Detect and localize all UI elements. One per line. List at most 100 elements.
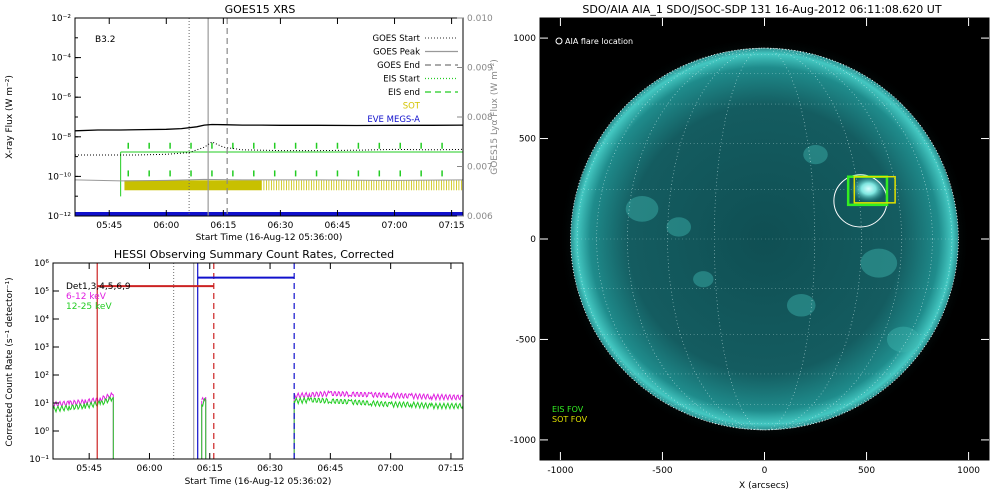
hessi-legend-label: Det1,3,4,5,6,9 xyxy=(66,282,131,292)
hessi-plot-area xyxy=(52,263,464,459)
hessi-ytick-label: 10¹ xyxy=(34,399,49,409)
goes-ylabel: X-ray Flux (W m⁻²) xyxy=(5,75,15,159)
goes-xtick-label: 07:15 xyxy=(439,221,465,231)
aia-active-region xyxy=(625,196,659,222)
goes-ytick-label: 10⁻² xyxy=(51,14,71,24)
aia-image xyxy=(558,36,971,442)
goes-panel: GOES15 XRS B3.2 GOES Start GOES Peak GOES … xyxy=(5,3,500,243)
aia-xtick-label: 1000 xyxy=(957,466,980,476)
hessi-panel: HESSI Observing Summary Count Rates, Cor… xyxy=(5,248,464,487)
goes-legend-label: EIS end xyxy=(388,88,420,98)
aia-axes: -1000 -500 0 500 1000 -1000 -500 0 500 1000 xyxy=(510,18,989,476)
aia-active-region xyxy=(886,326,920,353)
goes-ytick-label: 10⁻¹² xyxy=(48,212,72,222)
goes-ytick-label: 10⁻⁸ xyxy=(51,133,71,143)
hessi-xtick-label: 06:30 xyxy=(257,464,283,474)
hessi-xtick-label: 06:15 xyxy=(197,464,223,474)
aia-active-region xyxy=(666,217,692,237)
hessi-xtick-label: 06:00 xyxy=(137,464,163,474)
goes-xlabel: Start Time (16-Aug-12 05:36:00) xyxy=(196,233,343,243)
goes-xtick-label: 06:45 xyxy=(325,221,351,231)
hessi-ytick-label: 10² xyxy=(34,371,49,381)
goes-short-channel-line xyxy=(75,141,464,156)
goes-title: GOES15 XRS xyxy=(225,3,296,16)
goes-legend-label: GOES Peak xyxy=(373,48,420,58)
aia-active-region xyxy=(803,144,828,165)
hessi-series-line xyxy=(201,397,207,408)
aia-xtick-label: 0 xyxy=(762,466,768,476)
goes-ytick-right-label: 0.009 xyxy=(467,64,493,74)
goes-lya-line xyxy=(74,178,464,182)
goes-ytick-right-label: 0.008 xyxy=(467,113,493,123)
hessi-legend-label: 6-12 keV xyxy=(66,292,107,302)
hessi-xtick-label: 07:00 xyxy=(378,464,404,474)
goes-sot-coverage-hatched xyxy=(260,180,462,191)
goes-long-channel-line xyxy=(74,123,464,132)
goes-xtick-label: 07:00 xyxy=(382,221,408,231)
aia-legend-sot: SOT FOV xyxy=(552,415,588,424)
aia-solar-disk xyxy=(570,48,959,430)
goes-ytick-label: 10⁻⁶ xyxy=(51,93,71,103)
aia-active-region xyxy=(786,294,816,317)
aia-xtick-label: -1000 xyxy=(547,466,573,476)
goes-xtick-label: 06:15 xyxy=(210,221,236,231)
aia-ytick-label: 0 xyxy=(530,235,536,245)
hessi-ylabel: Corrected Count Rate (s⁻¹ detector⁻¹) xyxy=(5,277,15,446)
hessi-axes: 05:45 06:00 06:15 06:30 06:45 07:00 07:15 10⁻¹ 1… xyxy=(29,259,464,474)
aia-title: SDO/AIA AIA_1 SDO/JSOC-SDP 131 16-Aug-20… xyxy=(582,3,941,16)
aia-legend-circle-icon xyxy=(555,37,563,45)
goes-xtick-label: 06:00 xyxy=(153,221,179,231)
aia-xtick-label: -500 xyxy=(652,466,673,476)
aia-panel: SDO/AIA AIA_1 SDO/JSOC-SDP 131 16-Aug-20… xyxy=(510,3,990,491)
goes-legend-label: EIS Start xyxy=(383,75,420,85)
hessi-series-line xyxy=(293,390,464,402)
aia-limb-outline xyxy=(570,47,959,431)
aia-xlabel: X (arcsecs) xyxy=(739,481,789,491)
hessi-ytick-label: 10⁻¹ xyxy=(29,455,49,465)
hessi-xtick-label: 07:15 xyxy=(438,464,464,474)
aia-ytick-label: 1000 xyxy=(513,34,536,44)
hessi-ytick-label: 10⁰ xyxy=(34,427,49,437)
hessi-xtick-label: 06:45 xyxy=(317,464,343,474)
goes-ytick-right-label: 0.007 xyxy=(467,163,493,173)
goes-legend-label: EVE MEGS-A xyxy=(367,115,420,125)
goes-sot-coverage-bar xyxy=(124,180,262,191)
goes-xtick-label: 05:45 xyxy=(96,221,122,231)
goes-legend-label: GOES End xyxy=(377,61,420,71)
aia-heliographic-grid xyxy=(570,47,959,431)
hessi-series-line xyxy=(52,396,114,414)
goes-ytick-right-label: 0.010 xyxy=(467,14,493,24)
hessi-ytick-label: 10⁴ xyxy=(34,315,49,325)
aia-legend-top: AIA flare location xyxy=(565,37,633,46)
aia-xtick-label: 500 xyxy=(858,466,875,476)
goes-ytick-label: 10⁻¹⁰ xyxy=(48,172,72,182)
hessi-ytick-label: 10³ xyxy=(34,343,49,353)
goes-legend-label: GOES Start xyxy=(372,34,420,44)
hessi-ytick-label: 10⁶ xyxy=(34,259,49,269)
aia-flare-glow xyxy=(850,174,887,203)
aia-ytick-label: -500 xyxy=(516,335,537,345)
goes-hessi-panels: GOES15 XRS B3.2 GOES Start GOES Peak GOES … xyxy=(5,3,500,487)
aia-sot-fov-box xyxy=(853,175,896,204)
hessi-series-line xyxy=(52,391,114,409)
hessi-frame xyxy=(52,262,464,460)
hessi-xtick-label: 05:45 xyxy=(76,464,102,474)
goes-flare-class: B3.2 xyxy=(95,35,116,45)
hessi-title: HESSI Observing Summary Count Rates, Cor… xyxy=(114,248,394,261)
aia-active-region xyxy=(860,248,898,278)
hessi-series-line xyxy=(293,396,464,411)
hessi-xlabel: Start Time (16-Aug-12 05:36:02) xyxy=(185,477,332,487)
hessi-ytick-label: 10⁵ xyxy=(34,287,49,297)
goes-ytick-right-label: 0.006 xyxy=(467,212,493,222)
goes-eve-coverage-bar xyxy=(75,212,463,216)
goes-plot-area xyxy=(74,18,464,216)
goes-legend-label: SOT xyxy=(403,102,421,112)
aia-legend-eis: EIS FOV xyxy=(552,405,584,414)
aia-ytick-label: -1000 xyxy=(510,436,536,446)
hessi-legend-label: 12-25 keV xyxy=(66,302,112,312)
aia-active-region xyxy=(693,271,714,288)
aia-ytick-label: 500 xyxy=(519,135,536,145)
goes-axes: 05:45 06:00 06:15 06:30 06:45 07:00 07:15 10⁻¹²… xyxy=(48,14,493,231)
goes-ylabel-right: GOES15 Lyα Flux (W m⁻²) xyxy=(490,59,500,175)
